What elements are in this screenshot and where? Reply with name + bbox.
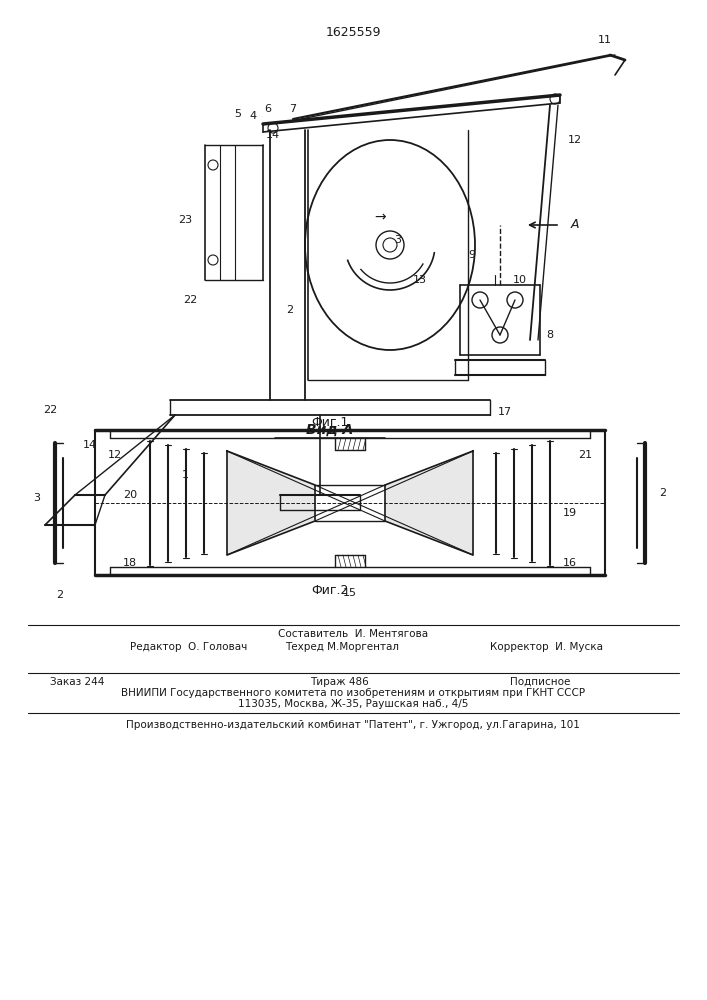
Text: 10: 10 <box>513 275 527 285</box>
Text: Редактор  О. Головач: Редактор О. Головач <box>130 642 247 652</box>
Text: 4: 4 <box>250 111 257 121</box>
Text: 2: 2 <box>57 590 64 600</box>
Text: Техред М.Моргентал: Техред М.Моргентал <box>285 642 399 652</box>
Text: Составитель  И. Ментягова: Составитель И. Ментягова <box>278 629 428 639</box>
Text: 13: 13 <box>413 275 427 285</box>
Text: 7: 7 <box>289 104 296 114</box>
Text: 22: 22 <box>43 405 57 415</box>
Text: 22: 22 <box>183 295 197 305</box>
Text: 8: 8 <box>547 330 554 340</box>
Polygon shape <box>385 451 473 555</box>
Text: А: А <box>571 219 579 232</box>
Text: 6: 6 <box>264 104 271 114</box>
Text: Корректор  И. Муска: Корректор И. Муска <box>490 642 603 652</box>
Text: 21: 21 <box>578 450 592 460</box>
Text: 17: 17 <box>498 407 512 417</box>
Text: Фиг.1: Фиг.1 <box>311 416 349 428</box>
Text: 113035, Москва, Ж-35, Раушская наб., 4/5: 113035, Москва, Ж-35, Раушская наб., 4/5 <box>238 699 468 709</box>
Text: 3: 3 <box>33 493 40 503</box>
Polygon shape <box>227 451 315 555</box>
Text: →: → <box>374 210 386 224</box>
Text: Фиг.2: Фиг.2 <box>311 584 349 596</box>
Text: Производственно-издательский комбинат "Патент", г. Ужгород, ул.Гагарина, 101: Производственно-издательский комбинат "П… <box>126 720 580 730</box>
Text: 16: 16 <box>563 558 577 568</box>
Text: 1625559: 1625559 <box>325 25 381 38</box>
Text: 9: 9 <box>469 250 476 260</box>
Text: 12: 12 <box>568 135 582 145</box>
Text: 18: 18 <box>123 558 137 568</box>
Text: 20: 20 <box>123 490 137 500</box>
Text: ВНИИПИ Государственного комитета по изобретениям и открытиям при ГКНТ СССР: ВНИИПИ Государственного комитета по изоб… <box>121 688 585 698</box>
Text: 11: 11 <box>598 35 612 45</box>
Text: 14: 14 <box>266 130 280 140</box>
Text: 12: 12 <box>108 450 122 460</box>
Text: 5: 5 <box>235 109 242 119</box>
Text: 2: 2 <box>286 305 293 315</box>
Text: 15: 15 <box>343 588 357 598</box>
Text: Заказ 244: Заказ 244 <box>50 677 105 687</box>
Text: Тираж 486: Тираж 486 <box>310 677 369 687</box>
Text: Подписное: Подписное <box>510 677 571 687</box>
Text: 14: 14 <box>83 440 97 450</box>
Text: 3: 3 <box>395 235 402 245</box>
Text: 1: 1 <box>182 470 189 480</box>
Text: 19: 19 <box>563 508 577 518</box>
Text: Вид А: Вид А <box>306 423 354 437</box>
Text: 2: 2 <box>660 488 667 498</box>
Text: 23: 23 <box>178 215 192 225</box>
